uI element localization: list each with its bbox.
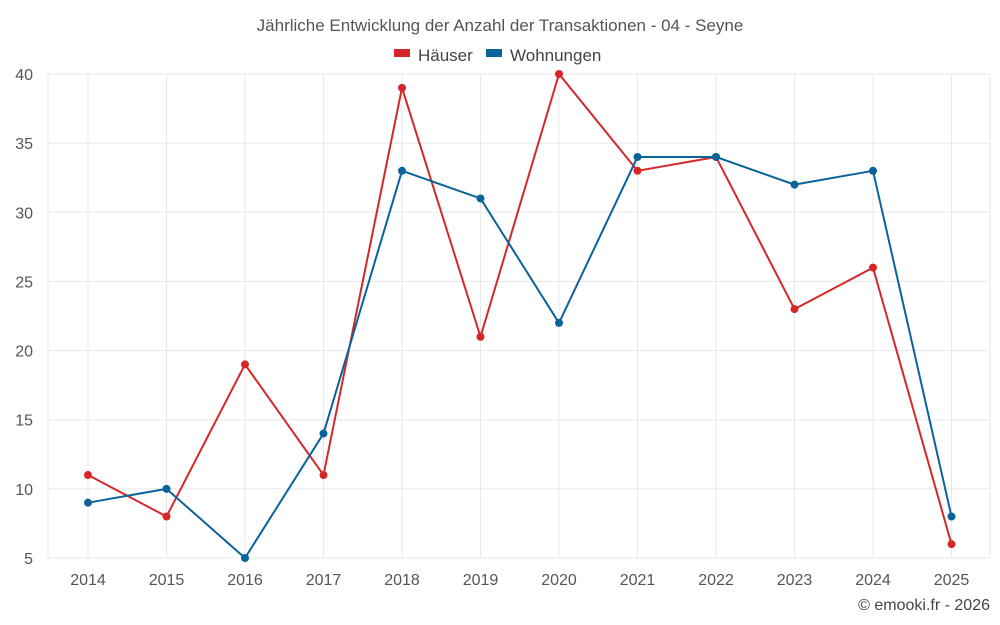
x-axis-ticks: 2014 2015 2016 2017 2018 2019 2020 2021 2022 2023… bbox=[70, 572, 969, 589]
legend-item-haeuser[interactable]: Häuser bbox=[394, 46, 473, 65]
data-point-wohnungen[interactable] bbox=[241, 554, 249, 562]
data-point-wohnungen[interactable] bbox=[84, 498, 92, 507]
data-point-wohnungen[interactable] bbox=[319, 429, 328, 438]
series bbox=[84, 70, 956, 562]
data-point-haeuser[interactable] bbox=[555, 70, 563, 78]
y-tick-label: 15 bbox=[15, 413, 33, 430]
y-tick-label: 25 bbox=[15, 274, 33, 291]
data-point-haeuser[interactable] bbox=[162, 512, 171, 521]
legend-label-wohnungen: Wohnungen bbox=[510, 46, 601, 65]
y-axis-ticks: 5 10 15 20 25 30 35 40 bbox=[15, 67, 33, 568]
data-point-haeuser[interactable] bbox=[790, 305, 799, 314]
data-point-haeuser[interactable] bbox=[476, 332, 485, 341]
data-point-wohnungen[interactable] bbox=[790, 180, 799, 189]
data-point-wohnungen[interactable] bbox=[869, 166, 877, 175]
data-point-wohnungen[interactable] bbox=[633, 152, 642, 161]
y-tick-label: 10 bbox=[15, 482, 33, 499]
y-tick-label: 35 bbox=[15, 136, 33, 153]
x-tick-label: 2022 bbox=[698, 572, 734, 589]
data-point-wohnungen[interactable] bbox=[398, 166, 406, 175]
x-tick-label: 2019 bbox=[463, 572, 499, 589]
series-line-haeuser bbox=[87, 73, 953, 545]
x-tick-label: 2015 bbox=[149, 572, 185, 589]
grid bbox=[47, 73, 991, 559]
legend-item-wohnungen[interactable]: Wohnungen bbox=[486, 46, 601, 65]
y-tick-label: 5 bbox=[24, 551, 33, 568]
legend-swatch-wohnungen bbox=[486, 49, 502, 57]
x-tick-label: 2014 bbox=[70, 572, 106, 589]
legend[interactable]: Häuser Wohnungen bbox=[394, 46, 601, 65]
data-point-haeuser[interactable] bbox=[947, 540, 956, 549]
x-tick-label: 2018 bbox=[384, 572, 420, 589]
series-line-wohnungen bbox=[87, 155, 953, 559]
legend-label-haeuser: Häuser bbox=[418, 46, 473, 65]
legend-swatch-haeuser bbox=[394, 49, 410, 57]
x-tick-label: 2023 bbox=[777, 572, 813, 589]
data-point-haeuser[interactable] bbox=[398, 83, 406, 92]
chart-title: Jährliche Entwicklung der Anzahl der Tra… bbox=[257, 16, 744, 35]
y-tick-label: 20 bbox=[15, 344, 33, 361]
x-tick-label: 2020 bbox=[541, 572, 577, 589]
data-point-wohnungen[interactable] bbox=[947, 512, 956, 521]
credit-text: © emooki.fr - 2026 bbox=[858, 597, 990, 614]
data-point-wohnungen[interactable] bbox=[712, 152, 720, 161]
data-point-haeuser[interactable] bbox=[869, 263, 877, 272]
data-point-haeuser[interactable] bbox=[633, 166, 642, 175]
x-tick-label: 2024 bbox=[855, 572, 891, 589]
data-point-haeuser[interactable] bbox=[319, 471, 328, 480]
y-tick-label: 30 bbox=[15, 205, 33, 222]
y-tick-label: 40 bbox=[15, 67, 33, 84]
x-tick-label: 2021 bbox=[620, 572, 656, 589]
data-point-wohnungen[interactable] bbox=[162, 484, 171, 493]
data-point-wohnungen[interactable] bbox=[555, 318, 563, 327]
data-point-haeuser[interactable] bbox=[241, 360, 249, 369]
x-tick-label: 2016 bbox=[227, 572, 263, 589]
data-point-haeuser[interactable] bbox=[84, 471, 92, 480]
x-tick-label: 2025 bbox=[934, 572, 970, 589]
x-tick-label: 2017 bbox=[306, 572, 342, 589]
data-point-wohnungen[interactable] bbox=[476, 194, 485, 203]
